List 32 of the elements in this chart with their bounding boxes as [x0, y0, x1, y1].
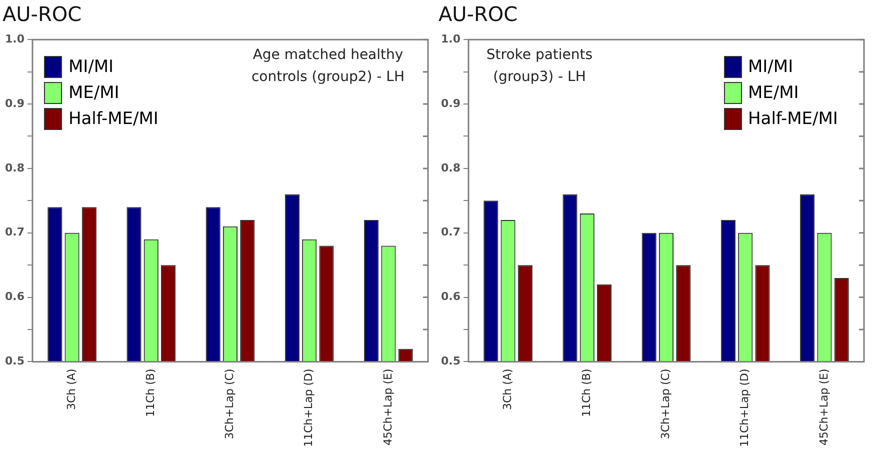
y-tick-label: 0.5: [440, 354, 460, 368]
x-tick-label: 45Ch+Lap (E): [817, 368, 830, 446]
x-tick-label: 45Ch+Lap (E): [381, 368, 394, 446]
legend-label: Half-ME/MI: [68, 108, 158, 129]
x-tick-label: 3Ch+Lap (C): [223, 368, 236, 440]
x-tick-label: 3Ch+Lap (C): [659, 368, 672, 440]
x-tick-label: 11Ch (B): [144, 368, 157, 418]
legend-label: ME/MI: [748, 82, 799, 103]
y-tick-label: 0.6: [440, 290, 461, 304]
legend-label: ME/MI: [68, 82, 120, 103]
y-tick-label: 0.8: [440, 161, 460, 174]
y-tick-label: 1.0: [440, 32, 461, 46]
y-tick-label: 0.9: [4, 96, 24, 110]
y-tick-label: 0.8: [4, 161, 24, 174]
y-tick-label: 0.7: [4, 226, 24, 239]
x-tick-label: 11Ch (B): [580, 368, 593, 418]
y-tick-label: 1.0: [4, 32, 25, 46]
x-tick-label: 3Ch (A): [64, 368, 78, 410]
legend-label: Half-ME/MI: [748, 108, 838, 129]
legend-label: MI/MI: [68, 56, 114, 77]
annotation: Stroke patients (group3) - LH: [485, 46, 594, 87]
x-tick-label: 11Ch+Lap (D): [302, 368, 316, 448]
chart-title: AU-ROC: [2, 2, 82, 26]
legend-label: MI/MI: [748, 56, 794, 77]
x-tick-label: 3Ch (A): [500, 368, 514, 410]
y-tick-label: 0.7: [440, 226, 460, 239]
chart-title: AU-ROC: [438, 2, 518, 26]
y-tick-label: 0.9: [440, 96, 460, 110]
y-tick-label: 0.6: [4, 290, 25, 304]
y-tick-label: 0.5: [4, 354, 24, 368]
x-tick-label: 11Ch+Lap (D): [738, 368, 752, 448]
annotation: Age matched healthy controls (group2) - LH: [250, 46, 406, 87]
